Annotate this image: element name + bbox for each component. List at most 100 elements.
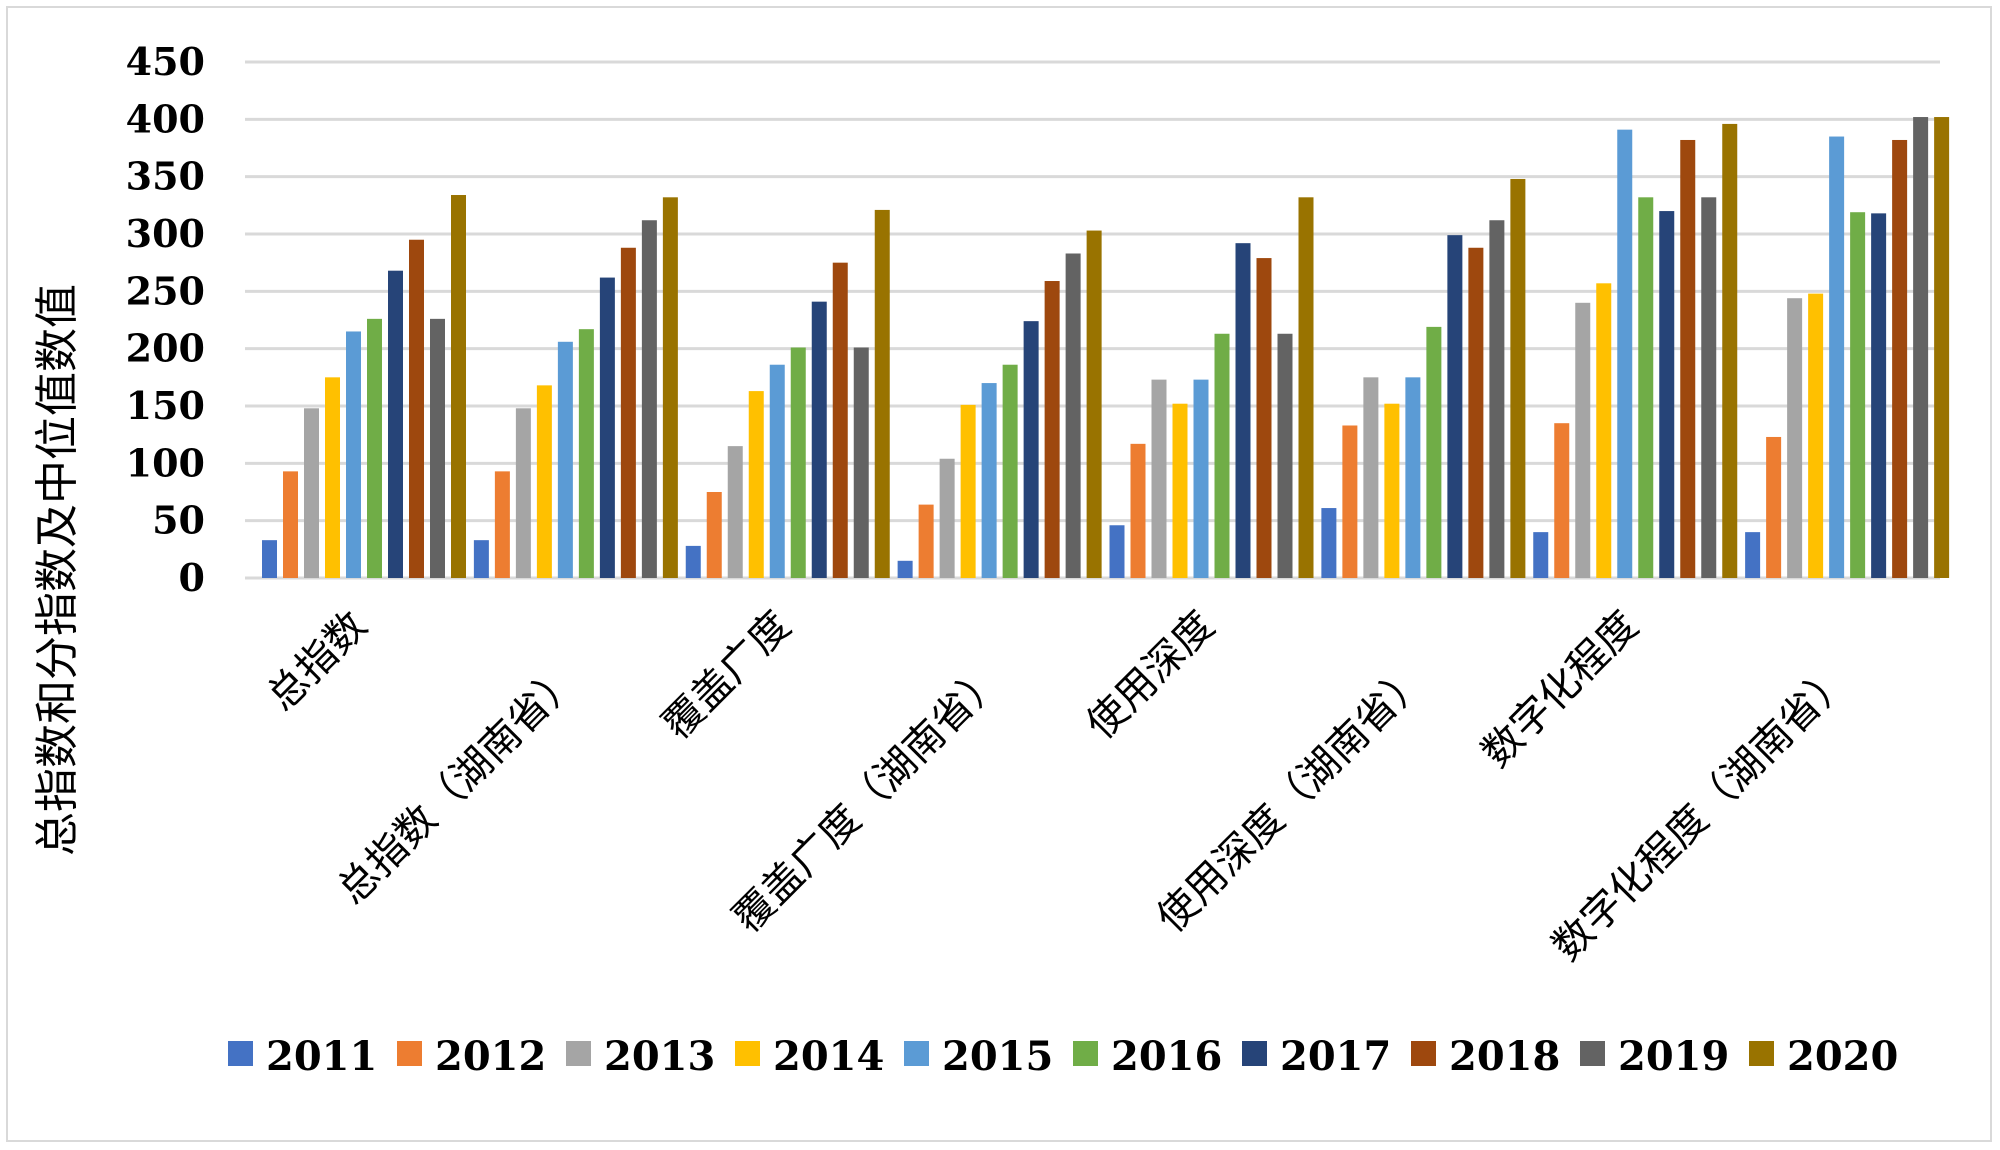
y-tick-label: 200 [126, 326, 205, 371]
legend-label: 2016 [1111, 1033, 1222, 1080]
bar-2016-1 [367, 318, 382, 578]
legend-label: 2020 [1787, 1033, 1898, 1080]
bar-2011-8 [1745, 532, 1761, 578]
bar-2014-1 [325, 377, 340, 578]
legend-label: 2011 [266, 1033, 377, 1080]
bar-2016-8 [1850, 212, 1866, 579]
bar-2018-1 [409, 239, 424, 578]
bar-2014-3 [748, 391, 764, 578]
bar-2016-5 [1214, 333, 1230, 578]
bars [262, 117, 1950, 579]
bar-2011-3 [685, 545, 701, 578]
legend-label: 2013 [604, 1033, 715, 1080]
legend-label: 2014 [773, 1033, 884, 1080]
y-tick-label: 350 [126, 154, 205, 199]
y-axis-ticks: 0 50 100 150 200 250 300 350 400 450 [126, 39, 205, 600]
bar-2013-4 [939, 458, 955, 578]
y-tick-label: 450 [126, 39, 205, 84]
legend-label: 2018 [1449, 1033, 1560, 1080]
bar-2012-8 [1766, 436, 1782, 578]
bar-2018-7 [1680, 139, 1696, 578]
bar-2016-2 [578, 329, 594, 578]
bar-2012-5 [1130, 443, 1146, 578]
legend-swatch-2015 [904, 1041, 929, 1066]
bar-2011-1 [262, 540, 277, 578]
bar-2014-4 [960, 404, 976, 578]
legend-label: 2019 [1618, 1033, 1729, 1080]
bar-2017-1 [388, 270, 403, 578]
bar-2016-4 [1002, 364, 1018, 578]
bar-2018-5 [1256, 258, 1272, 578]
legend-swatch-2013 [566, 1041, 591, 1066]
bar-2019-6 [1489, 220, 1505, 579]
bar-2017-4 [1023, 321, 1039, 578]
category-label: 覆盖广度 [654, 603, 800, 749]
bar-2014-7 [1596, 283, 1612, 578]
bar-2015-7 [1617, 129, 1633, 579]
bar-2019-4 [1065, 253, 1081, 578]
bar-2017-7 [1659, 211, 1675, 579]
bar-2020-5 [1298, 197, 1314, 578]
bar-2015-2 [557, 341, 573, 578]
bar-2019-1 [430, 318, 445, 578]
bar-2018-4 [1044, 281, 1060, 578]
bar-2020-1 [451, 195, 466, 578]
bar-2017-8 [1871, 213, 1887, 579]
legend-swatch-2012 [397, 1041, 422, 1066]
legend-label: 2012 [435, 1033, 546, 1080]
category-label: 数字化程度（湖南省） [1544, 655, 1859, 970]
bar-2017-5 [1235, 243, 1251, 578]
legend-swatch-2017 [1242, 1041, 1267, 1066]
legend-swatch-2011 [228, 1041, 253, 1066]
bar-2020-3 [874, 209, 890, 579]
bar-2012-2 [494, 471, 510, 578]
bar-2011-4 [897, 560, 913, 578]
bar-2018-6 [1468, 247, 1484, 578]
bar-2013-8 [1787, 298, 1803, 578]
y-tick-label: 100 [126, 440, 205, 485]
bar-2011-2 [473, 540, 489, 578]
y-tick-label: 50 [152, 498, 205, 543]
bar-2014-2 [536, 385, 552, 578]
legend-label: 2017 [1280, 1033, 1391, 1080]
bar-2018-8 [1892, 139, 1908, 578]
bar-2019-7 [1701, 197, 1717, 578]
category-label: 数字化程度 [1473, 603, 1647, 777]
bar-2015-8 [1829, 136, 1845, 579]
bar-2019-2 [641, 220, 657, 579]
bar-2014-8 [1808, 293, 1824, 578]
bar-2020-6 [1510, 178, 1526, 578]
y-tick-label: 300 [126, 211, 205, 256]
bar-2013-3 [727, 446, 743, 578]
bar-2012-6 [1342, 425, 1358, 578]
legend-swatch-2016 [1073, 1041, 1098, 1066]
legend: 2011 2012 2013 2014 2015 2016 2017 2018 2019 2020 [228, 1033, 1898, 1080]
bar-2013-5 [1151, 379, 1167, 578]
bar-2011-5 [1109, 525, 1125, 578]
bar-2015-4 [981, 383, 997, 578]
bar-2012-4 [918, 504, 934, 578]
legend-swatch-2014 [735, 1041, 760, 1066]
category-label: 总指数（湖南省） [329, 655, 588, 914]
bar-2015-5 [1193, 379, 1209, 578]
y-tick-label: 0 [179, 555, 205, 600]
bar-2016-3 [790, 347, 806, 578]
category-label: 总指数 [259, 603, 376, 720]
bar-2013-1 [304, 408, 319, 578]
legend-swatch-2019 [1580, 1041, 1605, 1066]
legend-swatch-2018 [1411, 1041, 1436, 1066]
bar-2020-4 [1086, 230, 1102, 578]
bar-2016-6 [1426, 326, 1442, 578]
bar-2019-3 [853, 347, 869, 578]
bar-2018-2 [620, 247, 636, 578]
bar-2014-6 [1384, 403, 1400, 578]
bar-2017-2 [599, 277, 615, 578]
legend-label: 2015 [942, 1033, 1053, 1080]
bar-2014-5 [1172, 403, 1188, 578]
bar-2012-7 [1554, 423, 1570, 578]
bar-2017-6 [1447, 235, 1463, 578]
category-label: 使用深度（湖南省） [1148, 655, 1435, 942]
bar-2019-8 [1913, 117, 1929, 578]
